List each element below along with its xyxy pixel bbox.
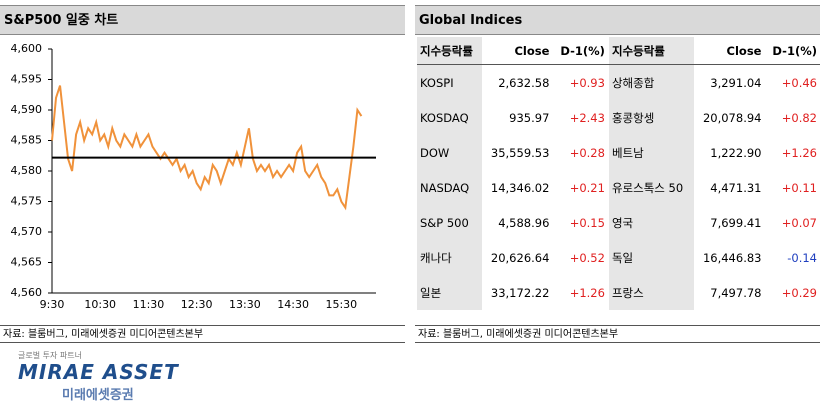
- indices-table: 지수등락률 Close D-1(%) 지수등락률 Close D-1(%) KOSPI 2,6…: [417, 37, 820, 310]
- header-cell: Close: [481, 37, 553, 65]
- y-tick-label: 4,585: [11, 134, 43, 147]
- table-cell: +0.28: [569, 145, 605, 160]
- table-cell: +0.07: [781, 215, 817, 230]
- x-tick-label: 10:30: [84, 298, 116, 311]
- table-cell: +2.43: [569, 110, 605, 125]
- table-cell: NASDAQ: [417, 170, 482, 205]
- table-cell: DOW: [417, 135, 482, 170]
- x-tick-label: 15:30: [325, 298, 357, 311]
- table-cell: +0.46: [781, 75, 817, 90]
- table-row: S&P 500 4,588.96 +0.15 영국 7,699.41 +0.07: [417, 205, 820, 240]
- logo-brand: MIRAE ASSET: [18, 360, 179, 384]
- y-tick-label: 4,595: [11, 73, 43, 86]
- table-cell: +0.21: [569, 180, 605, 195]
- table-cell: S&P 500: [417, 205, 482, 240]
- table-cell: KOSDAQ: [417, 100, 482, 135]
- x-tick-label: 9:30: [40, 298, 65, 311]
- table-cell: 베트남: [607, 135, 694, 170]
- table-cell: 20,626.64: [490, 250, 550, 265]
- y-tick-label: 4,560: [11, 286, 43, 299]
- table-cell: +0.82: [781, 110, 817, 125]
- price-line: [51, 85, 363, 211]
- x-tick-label: 14:30: [277, 298, 309, 311]
- table-cell: 캐나다: [417, 240, 482, 275]
- table-cell: 4,588.96: [498, 215, 550, 230]
- table-cell: 7,699.41: [710, 215, 762, 230]
- table-row: NASDAQ 14,346.02 +0.21 유로스톡스 50 4,471.31 +0.1…: [417, 170, 820, 205]
- y-tick-label: 4,575: [11, 195, 43, 208]
- table-cell: 홍콩항셍: [607, 100, 694, 135]
- table-row: KOSDAQ 935.97 +2.43 홍콩항셍 20,078.94 +0.82: [417, 100, 820, 135]
- chart: 4,560 4,565 4,570 4,575 4,580 4,585 4,590 4,595…: [11, 42, 376, 311]
- table-row: 일본 33,172.22 +1.26 프랑스 7,497.78 +0.29: [417, 275, 820, 310]
- table-cell: 독일: [607, 240, 694, 275]
- table-cell: 7,497.78: [710, 285, 762, 300]
- table-cell: 상해종합: [607, 64, 694, 100]
- right-source: 자료: 블룸버그, 미래에셋증권 미디어콘텐츠본부: [415, 325, 820, 343]
- table-cell: +1.26: [781, 145, 817, 160]
- table-cell: +0.15: [569, 215, 605, 230]
- y-tick-label: 4,570: [11, 225, 43, 238]
- table-cell: -0.14: [787, 250, 817, 265]
- table-cell: 프랑스: [607, 275, 694, 310]
- table-cell: 2,632.58: [498, 75, 550, 90]
- table-row: 캐나다 20,626.64 +0.52 독일 16,446.83 -0.14: [417, 240, 820, 275]
- header-cell: D-1(%): [764, 37, 820, 65]
- table-cell: 14,346.02: [490, 180, 550, 195]
- logo-brand-korean: 미래에셋증권: [62, 388, 134, 403]
- table-cell: 1,222.90: [710, 145, 762, 160]
- left-title: S&P500 일중 차트: [0, 5, 405, 35]
- left-source: 자료: 블룸버그, 미래에셋증권 미디어콘텐츠본부: [0, 325, 405, 343]
- x-tick-label: 13:30: [229, 298, 261, 311]
- table-cell: +0.29: [781, 285, 817, 300]
- right-title: Global Indices: [415, 5, 820, 35]
- y-tick-label: 4,580: [11, 164, 43, 177]
- table-cell: 4,471.31: [710, 180, 762, 195]
- table-cell: 유로스톡스 50: [607, 170, 694, 205]
- table-cell: +0.52: [569, 250, 605, 265]
- x-tick-label: 12:30: [181, 298, 213, 311]
- y-tick-label: 4,600: [11, 42, 43, 55]
- y-tick-label: 4,565: [11, 256, 43, 269]
- table-cell: 16,446.83: [702, 250, 762, 265]
- table-cell: 935.97: [509, 110, 550, 125]
- logo-tagline: 글로벌 투자 파트너: [18, 351, 82, 360]
- header-row: 지수등락률 Close D-1(%) 지수등락률 Close D-1(%): [417, 37, 820, 65]
- table-cell: 영국: [607, 205, 694, 240]
- table-cell: +0.11: [781, 180, 817, 195]
- table-cell: 33,172.22: [490, 285, 550, 300]
- table-row: KOSPI 2,632.58 +0.93 상해종합 3,291.04 +0.46: [417, 64, 820, 100]
- table-cell: KOSPI: [417, 64, 482, 100]
- table-cell: +0.93: [569, 75, 605, 90]
- table-row: DOW 35,559.53 +0.28 베트남 1,222.90 +1.26: [417, 135, 820, 170]
- x-tick-label: 11:30: [133, 298, 165, 311]
- y-tick-label: 4,590: [11, 103, 43, 116]
- header-cell: Close: [693, 37, 765, 65]
- header-cell: 지수등락률: [607, 37, 694, 65]
- table-cell: 일본: [417, 275, 482, 310]
- table-cell: 3,291.04: [710, 75, 762, 90]
- header-cell: 지수등락률: [417, 37, 482, 65]
- table-cell: 20,078.94: [702, 110, 762, 125]
- header-cell: D-1(%): [552, 37, 609, 65]
- table-cell: +1.26: [569, 285, 605, 300]
- table-cell: 35,559.53: [490, 145, 550, 160]
